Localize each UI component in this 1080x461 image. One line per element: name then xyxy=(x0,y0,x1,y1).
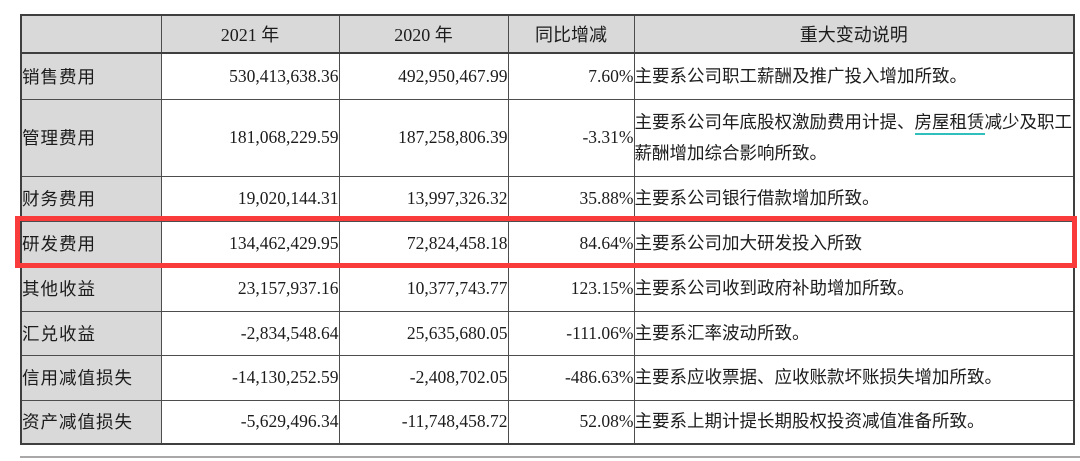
change-note: 主要系公司收到政府补助增加所致。 xyxy=(633,265,1075,312)
table-row: 汇兑收益 -2,834,548.64 25,635,680.05 -111.06… xyxy=(20,310,1075,356)
header-item-column xyxy=(20,14,162,54)
yoy-change: -486.63% xyxy=(507,354,635,401)
table-row: 资产减值损失 -5,629,496.34 -11,748,458.72 52.0… xyxy=(20,399,1075,445)
table-row: 其他收益 23,157,937.16 10,377,743.77 123.15%… xyxy=(20,265,1075,312)
row-label: 其他收益 xyxy=(20,265,162,312)
value-2020: -2,408,702.05 xyxy=(338,354,509,401)
value-2021: -5,629,496.34 xyxy=(160,399,340,445)
header-yoy-change: 同比增减 xyxy=(507,14,635,54)
table-header-row: 2021 年 2020 年 同比增减 重大变动说明 xyxy=(20,14,1075,54)
header-2021: 2021 年 xyxy=(160,14,340,54)
row-label: 财务费用 xyxy=(20,175,162,222)
change-note: 主要系上期计提长期股权投资减值准备所致。 xyxy=(633,399,1075,445)
value-2020: 25,635,680.05 xyxy=(338,310,509,356)
value-2021: 19,020,144.31 xyxy=(160,175,340,222)
change-note: 主要系应收票据、应收账款坏账损失增加所致。 xyxy=(633,354,1075,401)
row-label: 研发费用 xyxy=(20,220,162,267)
yoy-change: 52.08% xyxy=(507,399,635,445)
row-label: 资产减值损失 xyxy=(20,399,162,445)
value-2021: 181,068,229.59 xyxy=(160,98,340,177)
change-note: 主要系公司银行借款增加所致。 xyxy=(633,175,1075,222)
financial-changes-table: 2021 年 2020 年 同比增减 重大变动说明 销售费用 530,413,6… xyxy=(20,14,1075,445)
value-2021: -2,834,548.64 xyxy=(160,310,340,356)
note-text: 减少及职工薪酬增加综合影响所致。 xyxy=(634,111,1072,163)
table-row: 管理费用 181,068,229.59 187,258,806.39 -3.31… xyxy=(20,98,1075,177)
value-2021: 23,157,937.16 xyxy=(160,265,340,312)
table-row: 财务费用 19,020,144.31 13,997,326.32 35.88% … xyxy=(20,175,1075,222)
header-major-change-note: 重大变动说明 xyxy=(633,14,1075,54)
value-2021: 530,413,638.36 xyxy=(160,52,340,100)
value-2020: 72,824,458.18 xyxy=(338,220,509,267)
value-2020: 13,997,326.32 xyxy=(338,175,509,222)
change-note: 主要系公司职工薪酬及推广投入增加所致。 xyxy=(633,52,1075,100)
value-2020: 10,377,743.77 xyxy=(338,265,509,312)
value-2021: -14,130,252.59 xyxy=(160,354,340,401)
header-2020: 2020 年 xyxy=(338,14,509,54)
change-note: 主要系公司加大研发投入所致 xyxy=(633,220,1075,267)
value-2020: -11,748,458.72 xyxy=(338,399,509,445)
change-note: 主要系公司年底股权激励费用计提、房屋租赁减少及职工薪酬增加综合影响所致。 xyxy=(633,98,1075,177)
table-row: 信用减值损失 -14,130,252.59 -2,408,702.05 -486… xyxy=(20,354,1075,401)
row-label: 管理费用 xyxy=(20,98,162,177)
change-note: 主要系汇率波动所致。 xyxy=(633,310,1075,356)
next-section-divider xyxy=(20,456,1080,458)
value-2020: 492,950,467.99 xyxy=(338,52,509,100)
yoy-change: -3.31% xyxy=(507,98,635,177)
table-row: 销售费用 530,413,638.36 492,950,467.99 7.60%… xyxy=(20,52,1075,100)
yoy-change: -111.06% xyxy=(507,310,635,356)
yoy-change: 35.88% xyxy=(507,175,635,222)
value-2021: 134,462,429.95 xyxy=(160,220,340,267)
table-row-highlighted: 研发费用 134,462,429.95 72,824,458.18 84.64%… xyxy=(20,220,1075,267)
row-label: 信用减值损失 xyxy=(20,354,162,401)
row-label: 销售费用 xyxy=(20,52,162,100)
yoy-change: 123.15% xyxy=(507,265,635,312)
note-underlined-text: 房屋租赁 xyxy=(914,111,985,135)
note-text: 主要系公司年底股权激励费用计提、 xyxy=(634,111,915,132)
yoy-change: 7.60% xyxy=(507,52,635,100)
yoy-change: 84.64% xyxy=(507,220,635,267)
row-label: 汇兑收益 xyxy=(20,310,162,356)
value-2020: 187,258,806.39 xyxy=(338,98,509,177)
